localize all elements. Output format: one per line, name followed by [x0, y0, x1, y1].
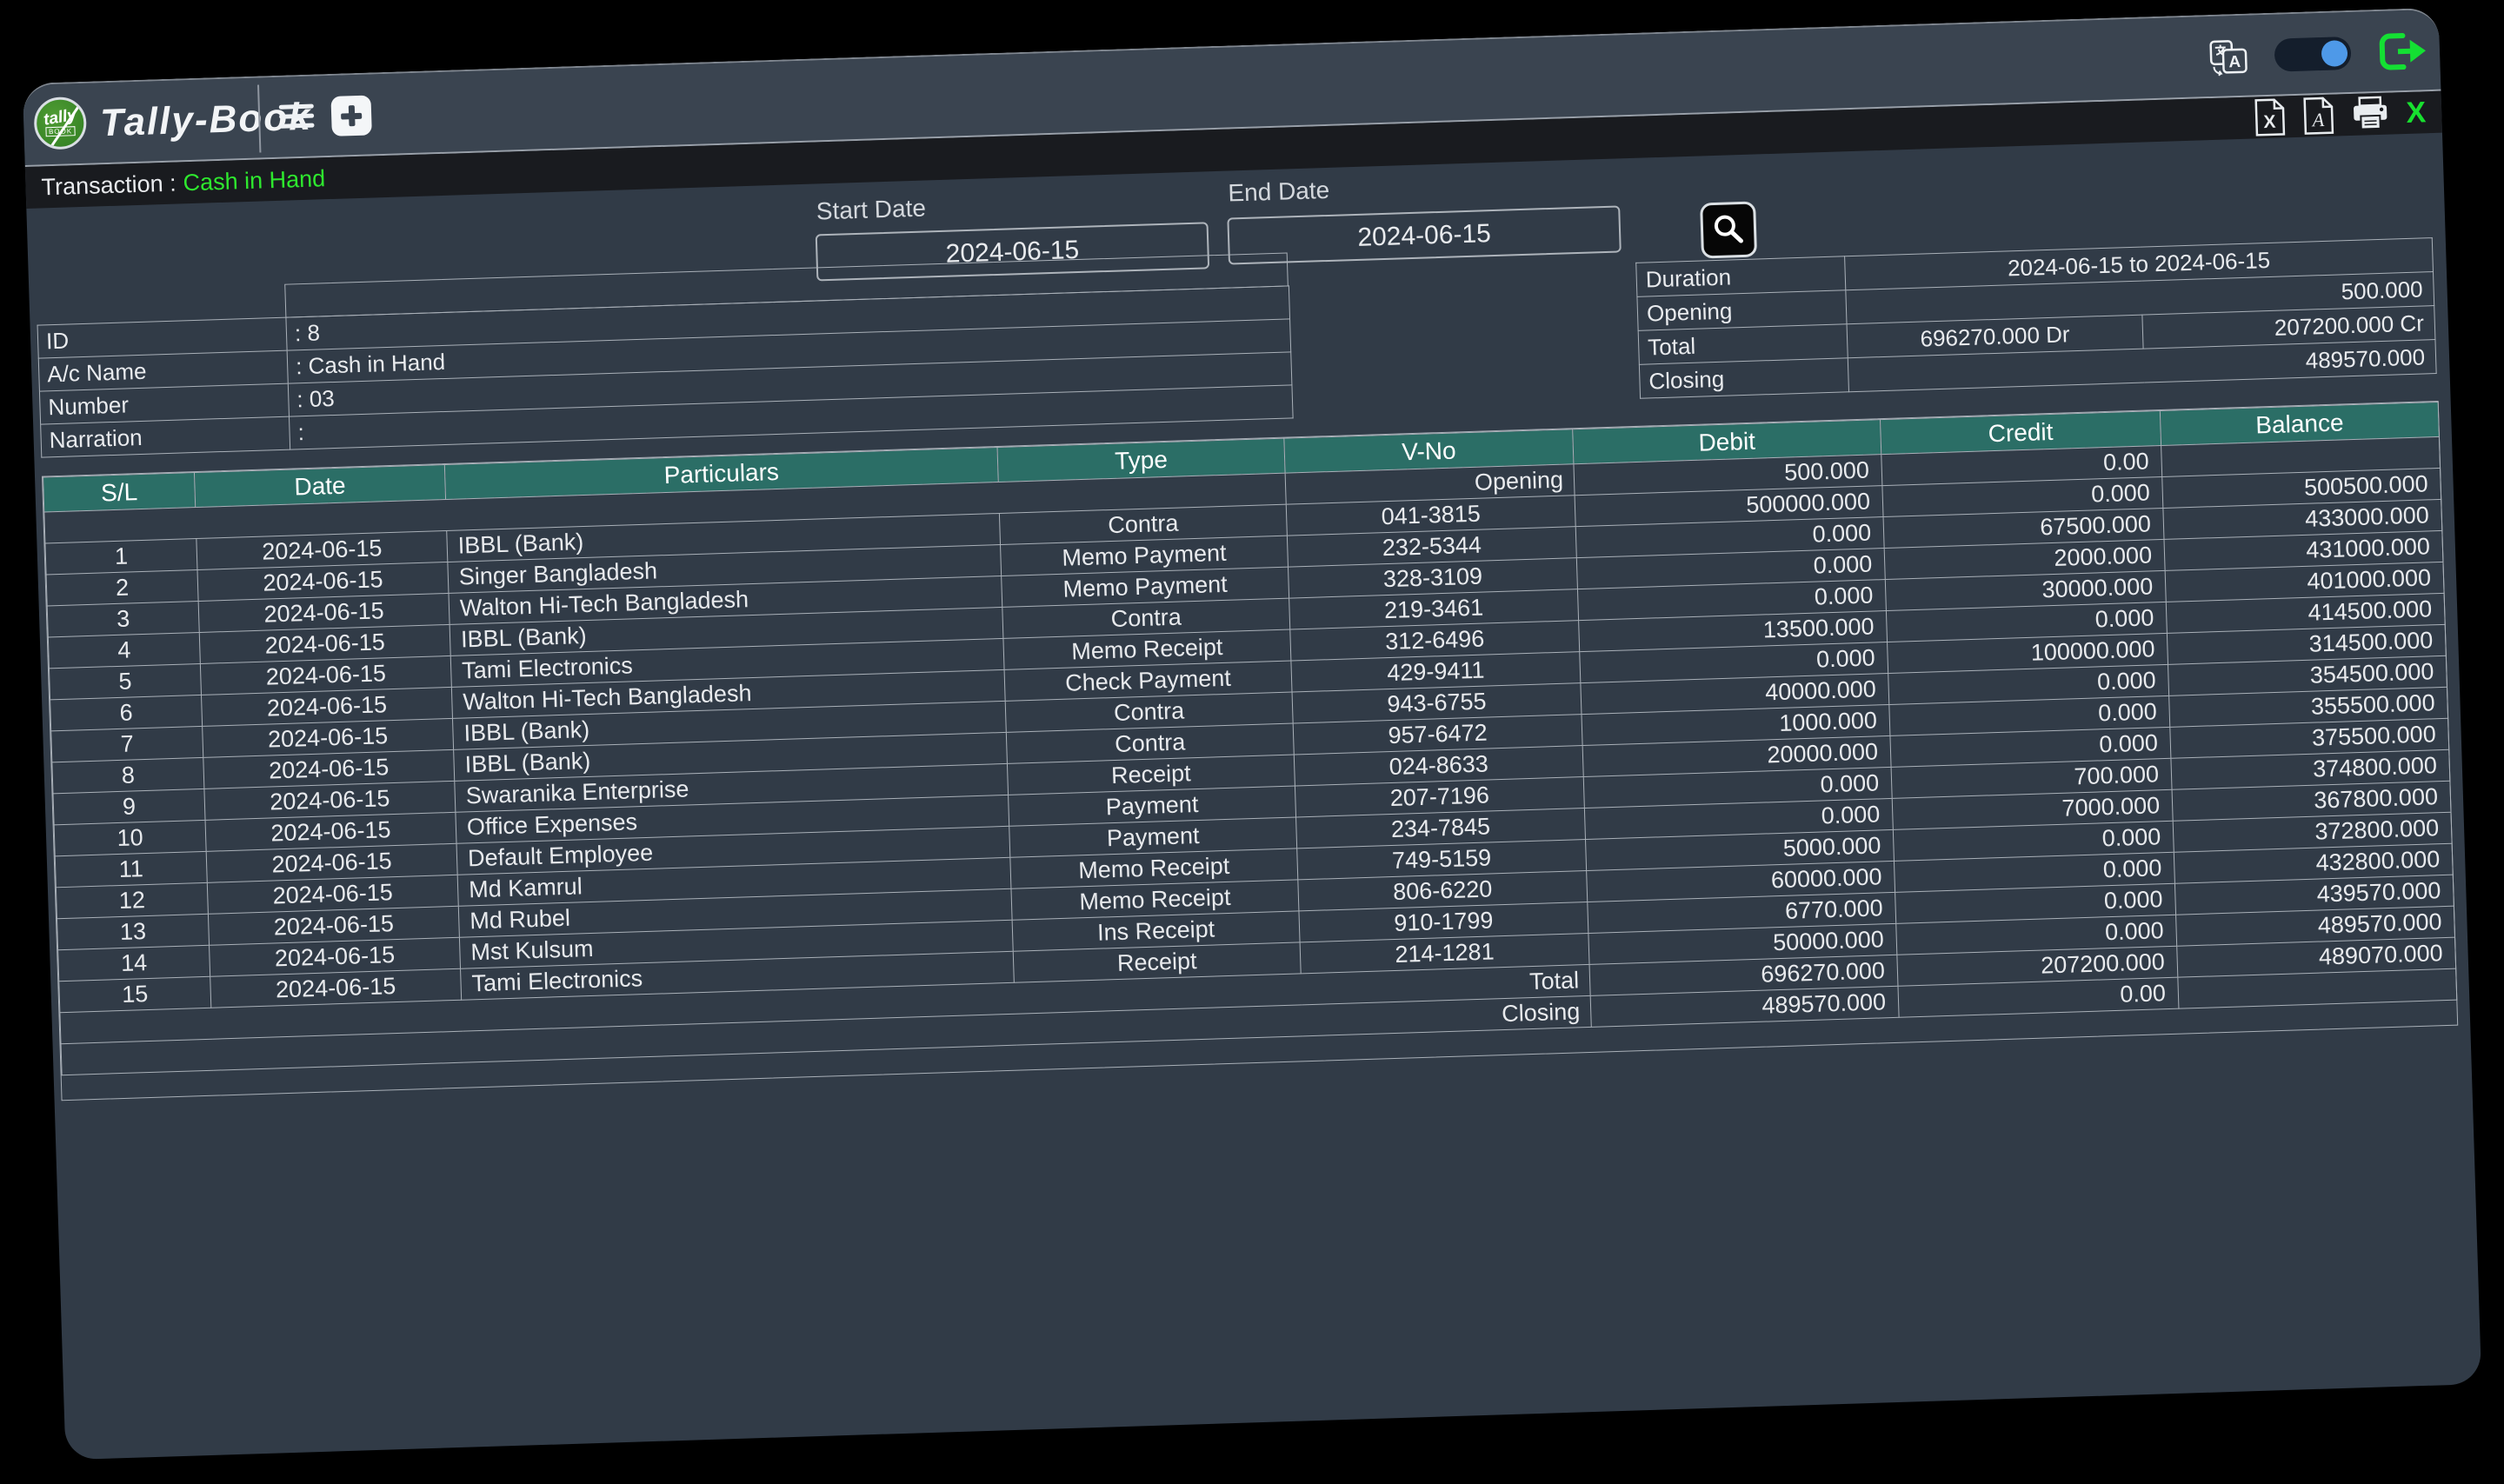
cell-sl: 6 [50, 695, 203, 731]
summary-table: Duration 2024-06-15 to 2024-06-15 Openin… [1635, 237, 2437, 399]
summary-label: Closing [1639, 357, 1849, 399]
cell-sl: 13 [57, 914, 210, 950]
export-pdf-icon[interactable]: A [2301, 96, 2335, 136]
col-header-sl: S/L [43, 472, 196, 513]
cell-sl: 5 [49, 663, 202, 700]
menu-icon[interactable] [278, 103, 315, 131]
svg-text:A: A [2228, 53, 2241, 71]
svg-text:X: X [2263, 112, 2276, 132]
dark-mode-toggle[interactable] [2274, 36, 2352, 72]
search-icon [1714, 215, 1743, 243]
cell-sl: 15 [58, 976, 211, 1013]
title-bar: tally BOOK Tally-Book A [22, 9, 2441, 168]
account-info-table: ID : 8 A/c Name : Cash in Hand Number : … [37, 285, 1294, 458]
cell-sl: 14 [57, 945, 210, 982]
app-logo: tally BOOK [33, 96, 88, 150]
cell-sl: 1 [44, 538, 197, 575]
start-date-label: Start Date [816, 194, 927, 225]
ledger-body: Opening 500.000 0.00 1 2024-06-15 IBBL (Bank)… [43, 436, 2457, 1075]
cell-sl: 7 [50, 726, 203, 762]
logo-text: tally [42, 105, 78, 130]
toggle-knob [2321, 40, 2348, 67]
transaction-label: Transaction : [41, 170, 177, 200]
info-label: Narration [40, 416, 290, 458]
search-button[interactable] [1700, 201, 1758, 259]
close-icon[interactable]: X [2405, 96, 2427, 130]
end-date-label: End Date [1227, 176, 1330, 207]
transaction-account-name: Cash in Hand [183, 164, 326, 196]
transaction-bar: Transaction : Cash in Hand X A [24, 90, 2442, 209]
ledger-table: S/L Date Particulars Type V-No Debit Cre… [43, 402, 2457, 1075]
translate-icon[interactable]: A [2208, 37, 2248, 77]
cell-sl: 4 [48, 632, 201, 669]
print-icon[interactable] [2350, 96, 2391, 133]
cell-sl: 3 [47, 601, 200, 637]
svg-text:A: A [2311, 109, 2326, 130]
ledger-table-wrapper: S/L Date Particulars Type V-No Debit Cre… [42, 400, 2459, 1101]
cell-sl: 11 [55, 851, 208, 888]
export-excel-icon[interactable]: X [2253, 97, 2287, 136]
cell-sl: 8 [51, 757, 204, 794]
cell-sl: 10 [54, 820, 207, 856]
cell-sl: 2 [46, 569, 199, 606]
logout-icon[interactable] [2376, 30, 2427, 72]
add-new-button[interactable] [330, 95, 372, 136]
app-window: tally BOOK Tally-Book A [22, 7, 2482, 1461]
cell-sl: 9 [52, 789, 206, 825]
cell-sl: 12 [56, 882, 209, 919]
